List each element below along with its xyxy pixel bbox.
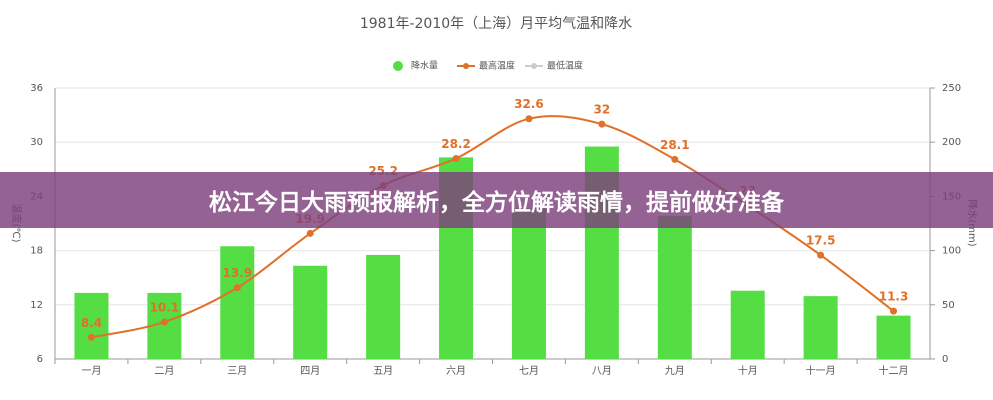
y2-tick-label: 200: [942, 137, 961, 148]
x-tick-label: 二月: [154, 365, 174, 377]
x-tick-label: 九月: [665, 365, 685, 377]
data-label: 13.9: [222, 266, 252, 280]
x-tick-label: 一月: [81, 365, 101, 377]
line-point: [890, 307, 898, 315]
y-tick-label: 30: [30, 137, 43, 148]
banner: 松江今日大雨预报解析，全方位解读雨情，提前做好准备: [0, 172, 993, 228]
data-label: 8.4: [81, 316, 102, 330]
y2-tick-label: 250: [942, 83, 961, 94]
bar: [511, 208, 546, 359]
bar: [293, 265, 328, 359]
y2-tick-label: 100: [942, 246, 961, 257]
bar: [366, 254, 401, 359]
x-tick-label: 六月: [446, 365, 466, 377]
x-tick-label: 三月: [227, 365, 247, 377]
y2-tick-label: 0: [942, 354, 948, 365]
y-tick-label: 18: [30, 246, 43, 257]
bar: [803, 296, 838, 359]
bar: [220, 246, 255, 359]
y-tick-label: 12: [30, 300, 43, 311]
data-label: 17.5: [806, 234, 836, 248]
x-tick-label: 十月: [738, 364, 758, 377]
legend-marker: [393, 61, 403, 71]
line-point: [525, 115, 533, 123]
bar: [876, 315, 911, 359]
y-tick-label: 36: [30, 83, 43, 94]
legend-label: 最高温度: [479, 60, 515, 72]
y2-tick-label: 50: [942, 300, 955, 311]
legend-label: 降水量: [411, 60, 438, 72]
line-point: [160, 318, 168, 326]
line-point: [671, 155, 679, 163]
chart-title: 1981年-2010年（上海）月平均气温和降水: [360, 16, 632, 32]
x-tick-label: 五月: [373, 365, 393, 377]
data-label: 28.2: [441, 137, 471, 151]
y-tick-label: 6: [37, 354, 43, 365]
x-tick-label: 八月: [592, 365, 612, 377]
bar: [730, 290, 765, 359]
line-point: [306, 229, 314, 237]
data-label: 32: [594, 103, 611, 117]
line-point: [817, 251, 825, 259]
data-label: 11.3: [879, 290, 909, 304]
x-tick-label: 十一月: [806, 364, 836, 377]
legend-marker: [463, 63, 469, 69]
data-label: 10.1: [150, 300, 180, 314]
x-tick-label: 十二月: [879, 364, 909, 377]
bar: [657, 215, 692, 359]
line-point: [87, 333, 95, 341]
line-point: [452, 154, 460, 162]
data-label: 32.6: [514, 97, 544, 111]
x-tick-label: 七月: [519, 365, 539, 377]
legend-marker: [531, 63, 537, 69]
bar: [74, 292, 109, 359]
legend-label: 最低温度: [547, 60, 583, 72]
line-point: [233, 284, 241, 292]
data-label: 28.1: [660, 138, 690, 152]
line-point: [598, 120, 606, 128]
x-tick-label: 四月: [300, 365, 320, 377]
